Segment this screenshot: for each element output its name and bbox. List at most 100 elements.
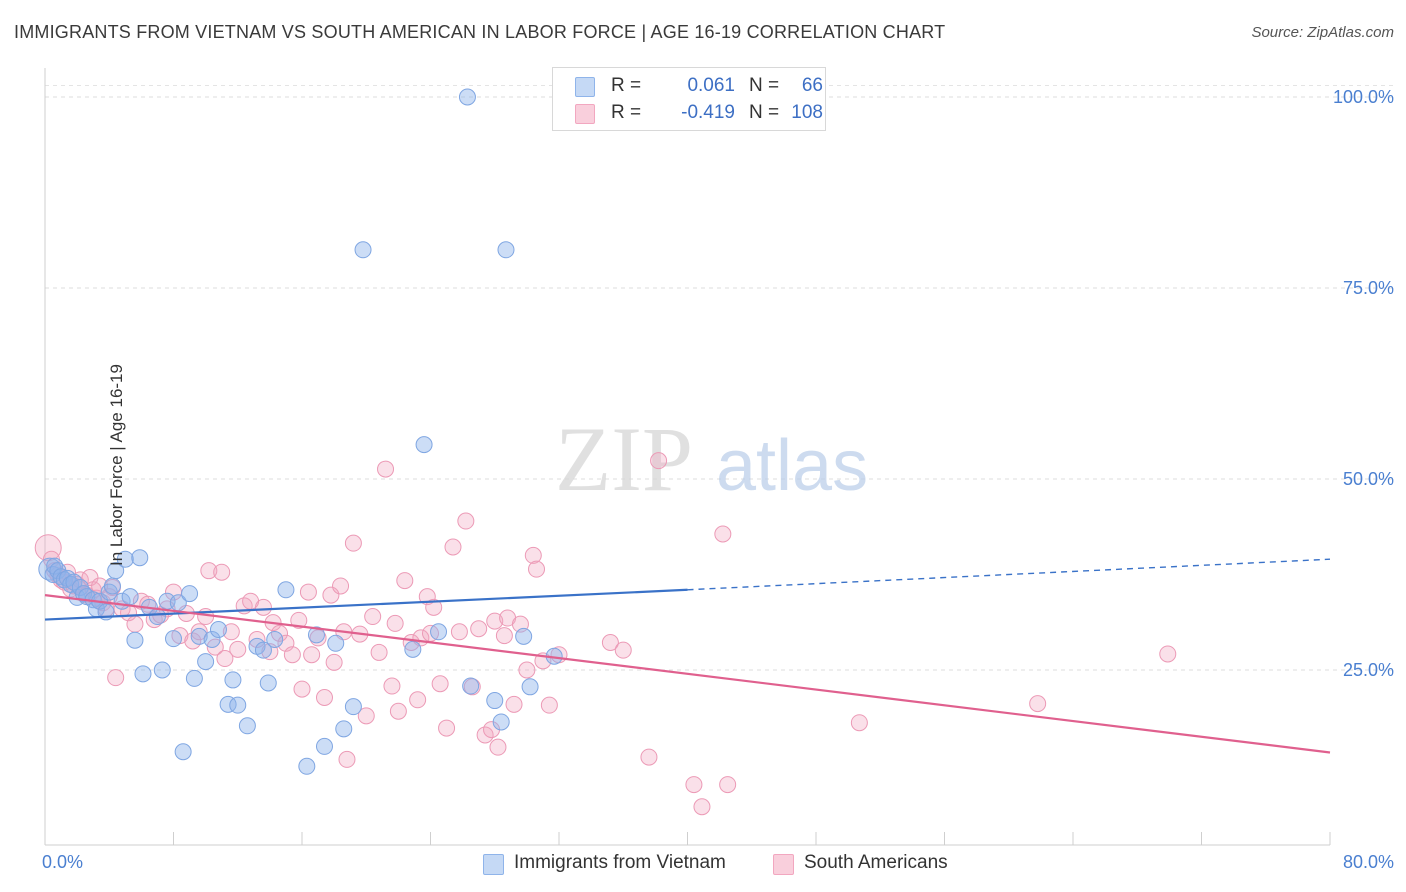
vietnam-point [75,585,93,603]
south-americans-point [463,678,481,696]
vietnam-point [327,634,345,652]
vietnam-point [131,549,149,567]
south-americans-point [495,627,513,645]
chart-source: Source: ZipAtlas.com [1251,24,1394,41]
south-americans-point [850,714,868,732]
south-americans-point [486,612,504,630]
vietnam-point [259,674,277,692]
y-tick-50: 50.0% [1342,469,1394,489]
south-americans-point [505,695,523,713]
n-value: 66 [801,75,823,96]
n-value: 108 [791,102,823,123]
y-tick-100: 100.0% [1332,87,1394,107]
south-americans-point [364,608,382,626]
south-americans-point [357,707,375,725]
south-americans-point [190,623,208,641]
vietnam-point [209,621,227,639]
south-americans-point [714,525,732,543]
vietnam-point [266,630,284,648]
south-americans-point [222,623,240,641]
vietnam-point [521,678,539,696]
south-americans-point [216,650,234,668]
south-americans-point [438,719,456,737]
vietnam-point [238,717,256,735]
vietnam-point [344,698,362,716]
south-americans-point [528,560,546,578]
vietnam-trend-projection [687,558,1331,591]
south-americans-point [315,689,333,707]
south-americans-point [293,680,311,698]
south-americans-point [524,546,542,564]
south-americans-point [450,623,468,641]
south-americans-point [719,776,737,794]
south-americans-point [107,669,125,687]
vietnam-point [415,436,433,454]
vietnam-point [497,241,515,259]
south-americans-point [91,577,109,595]
vietnam-point [298,757,316,775]
south-americans-point [425,598,443,616]
vietnam-point [174,743,192,761]
south-americans-point [283,646,301,664]
south-americans-point [1029,695,1047,713]
south-americans-point [309,629,327,647]
grid-lines [45,85,1395,671]
vietnam-point [229,696,247,714]
vietnam-point [430,623,448,641]
vietnam-point [254,641,272,659]
south-americans-point [650,452,668,470]
south-americans-point [213,563,231,581]
vietnam-swatch [575,77,595,97]
vietnam-point [185,669,203,687]
south-americans-point [370,643,388,661]
south-americans-point [614,641,632,659]
south-americans-point [389,702,407,720]
south-americans-point [290,611,308,629]
vietnam-point [307,626,325,644]
vietnam-point [404,640,422,658]
south-americans-point [409,691,427,709]
vietnam-point [462,677,480,695]
south-americans-point [640,748,658,766]
y-tick-25: 25.0% [1342,660,1394,680]
vietnam-point [315,737,333,755]
trend-lines [44,558,1331,754]
vietnam-point [354,241,372,259]
vietnam-legend-label: Immigrants from Vietnam [514,852,726,873]
vietnam-point [515,627,533,645]
south-americans-point [126,615,144,633]
south-americans-point [431,675,449,693]
x-tick-min: 0.0% [42,852,84,872]
south-americans-point [254,598,272,616]
south-americans-point [248,630,266,648]
south-americans-point [1159,645,1177,663]
south-americans-point [332,577,350,595]
vietnam-point [116,550,134,568]
stats-legend: R = 0.061 N = 66 R = -0.419 N = 108 [552,67,826,131]
vietnam-point [458,88,476,106]
axes [44,68,1331,846]
south-americans-point [457,512,475,530]
vietnam-point [197,653,215,671]
x-tick-max: 80.0% [1342,852,1394,872]
r-label: R = [611,75,642,96]
r-label: R = [611,102,642,123]
south-americans-point [325,653,343,671]
south-americans-point [303,646,321,664]
south-americans-swatch [575,104,595,124]
south-americans-point [200,562,218,580]
vietnam-point [181,585,199,603]
vietnam-point [103,577,121,595]
y-tick-75: 75.0% [1342,278,1394,298]
south-americans-point [377,460,395,478]
r-value: -0.419 [681,102,735,123]
south-americans-point [299,583,317,601]
south-americans-point [693,798,711,816]
south-americans-point [386,614,404,632]
vietnam-point [224,671,242,689]
watermark-atlas: atlas [716,426,868,506]
south-americans-point [229,640,247,658]
south-americans-point [470,620,488,638]
chart-title: IMMIGRANTS FROM VIETNAM VS SOUTH AMERICA… [14,22,946,42]
